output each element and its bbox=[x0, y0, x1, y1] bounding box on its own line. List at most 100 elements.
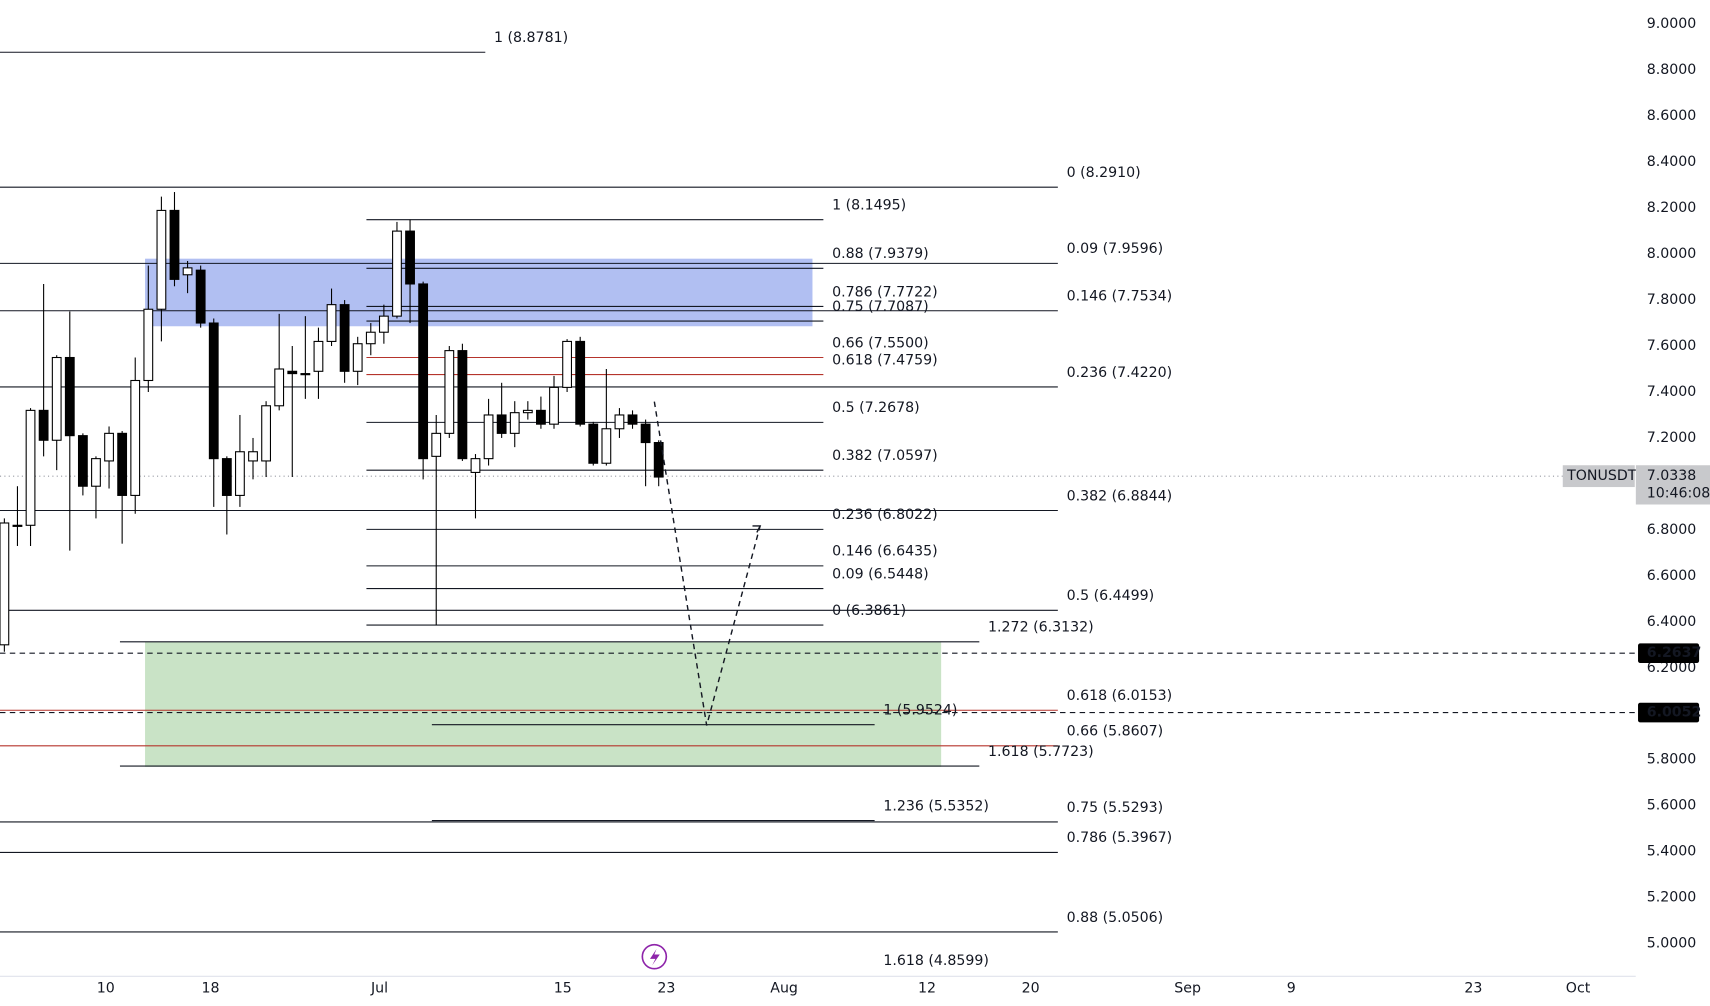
y-tick-label: 6.4000 bbox=[1647, 614, 1697, 630]
x-tick-label: 18 bbox=[201, 980, 219, 996]
fib-label: 0 (6.3861) bbox=[832, 603, 906, 619]
fib-label: 1 (8.1495) bbox=[832, 198, 906, 214]
candle-body bbox=[300, 373, 311, 376]
candle-body bbox=[274, 368, 285, 407]
candle-body bbox=[143, 308, 154, 382]
candle-body bbox=[51, 356, 62, 441]
candle-body bbox=[221, 458, 232, 496]
x-tick-label: 12 bbox=[918, 980, 936, 996]
x-tick-label: 10 bbox=[97, 980, 115, 996]
candle-body bbox=[156, 209, 167, 310]
fib-label: 0.618 (6.0153) bbox=[1067, 688, 1173, 704]
candle-body bbox=[117, 432, 128, 496]
candle-body bbox=[640, 423, 651, 444]
x-tick-label: Oct bbox=[1566, 980, 1591, 996]
zone bbox=[145, 258, 813, 327]
x-tick-label: Jul bbox=[370, 980, 388, 996]
y-tick-label: 7.8000 bbox=[1647, 292, 1697, 308]
candle-body bbox=[287, 370, 298, 375]
plot-area: 1 (8.8781) 0 (8.2910) 1 (8.1495) 0.88 (7.93… bbox=[0, 30, 1636, 969]
x-tick-label: Aug bbox=[770, 980, 798, 996]
y-tick-label: 5.4000 bbox=[1647, 844, 1697, 860]
y-tick-label: 6.8000 bbox=[1647, 522, 1697, 538]
candle-body bbox=[614, 414, 625, 430]
fib-label: 0.88 (7.9379) bbox=[832, 246, 929, 262]
y-tick-label: 5.0000 bbox=[1647, 936, 1697, 952]
fib-label: 0.382 (7.0597) bbox=[832, 448, 938, 464]
candle-body bbox=[601, 428, 612, 464]
y-tick-label: 6.2000 bbox=[1647, 660, 1697, 676]
price-tag-label: 6.0052 bbox=[1647, 705, 1702, 721]
price-tag bbox=[1638, 643, 1700, 663]
price-tag bbox=[1638, 702, 1700, 723]
candle-body bbox=[182, 267, 193, 276]
fib-label: 0 (8.2910) bbox=[1067, 165, 1141, 181]
projection-arrow bbox=[752, 525, 762, 533]
candle-body bbox=[496, 414, 507, 434]
candle-body bbox=[130, 379, 141, 496]
symbol-label: TONUSDT bbox=[1566, 468, 1637, 484]
y-tick-label: 5.2000 bbox=[1647, 890, 1697, 906]
candle-body bbox=[431, 432, 442, 457]
candle-body bbox=[588, 423, 599, 464]
y-tick-label: 8.2000 bbox=[1647, 200, 1697, 216]
fib-label: 0.5 (7.2678) bbox=[832, 400, 920, 416]
lightning-icon bbox=[649, 949, 660, 966]
candle-body bbox=[444, 350, 455, 434]
y-tick-label: 5.8000 bbox=[1647, 752, 1697, 768]
zone bbox=[145, 641, 942, 767]
y-tick-label: 6.6000 bbox=[1647, 568, 1697, 584]
candle-body bbox=[339, 304, 350, 372]
candle-body bbox=[104, 432, 114, 462]
candle-body bbox=[195, 269, 206, 324]
y-tick-label: 7.2000 bbox=[1647, 430, 1697, 446]
fib-label: 0.66 (5.8607) bbox=[1067, 724, 1164, 740]
fib-label: 0.786 (7.7722) bbox=[832, 284, 938, 300]
candle-body bbox=[0, 522, 10, 646]
fib-label: 0.09 (7.9596) bbox=[1067, 241, 1164, 257]
fib-label: 0.75 (5.5293) bbox=[1067, 800, 1164, 816]
candle-body bbox=[549, 386, 559, 425]
fib-label: 0.236 (6.8022) bbox=[832, 507, 938, 523]
candle-body bbox=[378, 315, 389, 333]
fib-label: 0.382 (6.8844) bbox=[1067, 488, 1173, 504]
candle-body bbox=[562, 340, 572, 388]
fib-label: 1.618 (4.8599) bbox=[883, 953, 989, 969]
candle-body bbox=[483, 414, 494, 460]
y-tick-label: 5.6000 bbox=[1647, 798, 1697, 814]
fib-label: 1.618 (5.7723) bbox=[988, 744, 1094, 760]
y-tick-label: 7.6000 bbox=[1647, 338, 1697, 354]
x-tick-label: 9 bbox=[1287, 980, 1296, 996]
y-tick-label: 8.8000 bbox=[1647, 62, 1697, 78]
y-tick-label: 8.4000 bbox=[1647, 154, 1697, 170]
candle-body bbox=[405, 230, 415, 285]
y-tick-label: 7.4000 bbox=[1647, 384, 1697, 400]
candle-body bbox=[64, 356, 75, 437]
candle-body bbox=[12, 524, 23, 527]
price-tag-label: 6.2637 bbox=[1647, 645, 1702, 661]
candle-body bbox=[352, 343, 363, 372]
candle-body bbox=[365, 331, 376, 345]
replay-icon[interactable] bbox=[641, 943, 668, 970]
x-tick-label: 23 bbox=[1464, 980, 1482, 996]
fib-label: 0.75 (7.7087) bbox=[832, 299, 929, 315]
x-tick-label: Sep bbox=[1174, 980, 1201, 996]
last-price-tag bbox=[1635, 465, 1710, 505]
x-tick-label: 20 bbox=[1022, 980, 1040, 996]
candle-body bbox=[91, 458, 101, 487]
countdown-label: 10:46:08 bbox=[1647, 486, 1710, 502]
candle-body bbox=[522, 409, 533, 414]
candle-body bbox=[653, 442, 664, 478]
x-tick-label: 15 bbox=[554, 980, 572, 996]
candle-body bbox=[509, 412, 520, 434]
candle-body bbox=[457, 350, 468, 460]
candle-body bbox=[208, 322, 219, 460]
candle-body bbox=[38, 409, 49, 441]
fib-label: 1 (8.8781) bbox=[494, 30, 568, 46]
candle-body bbox=[536, 409, 546, 425]
fib-label: 0.88 (5.0506) bbox=[1067, 910, 1164, 926]
fib-label: 0.236 (7.4220) bbox=[1067, 365, 1173, 381]
fib-label: 1.272 (6.3132) bbox=[988, 620, 1094, 636]
candle-body bbox=[169, 209, 180, 280]
